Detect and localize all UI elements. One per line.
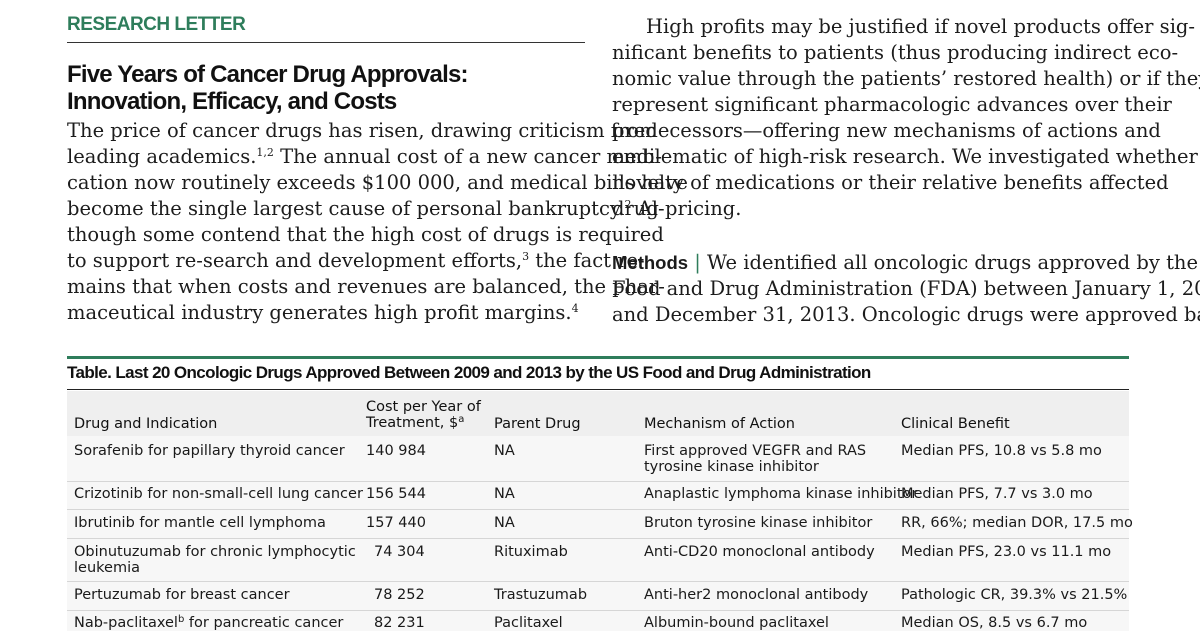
row-divider: [67, 481, 1129, 482]
table-caption-rule: [67, 389, 1129, 390]
text-span: become the single largest cause of perso…: [67, 197, 625, 220]
table-cell-parent: NA: [494, 443, 515, 459]
header-line: Cost per Year of: [366, 399, 481, 415]
article-title: Five Years of Cancer Drug Approvals: Inn…: [67, 61, 587, 115]
table-cell-cost: 157 440: [366, 515, 426, 531]
table-cell-mechanism: First approved VEGFR and RAS tyrosine kin…: [644, 443, 866, 475]
text-line: The price of cancer drugs has risen, dra…: [67, 119, 658, 142]
table-cell-parent: Trastuzumab: [494, 587, 588, 603]
text-line: Food and Drug Administration (FDA) betwe…: [612, 277, 1200, 300]
citation-sup: 2: [624, 198, 632, 211]
text-line: cation now routinely exceeds $100 000, a…: [67, 171, 688, 194]
table-cell-mechanism: Anaplastic lymphoma kinase inhibitor: [644, 486, 918, 502]
methods-heading: Methods: [612, 252, 689, 273]
table-cell-benefit: Median PFS, 10.8 vs 5.8 mo: [901, 443, 1102, 459]
row-divider: [67, 610, 1129, 611]
table-cell-benefit: Pathologic CR, 39.3% vs 21.5%: [901, 587, 1128, 603]
table-cell-drug: Ibrutinib for mantle cell lymphoma: [74, 515, 326, 531]
column-header-parent: Parent Drug: [494, 416, 581, 432]
column-header-drug: Drug and Indication: [74, 416, 218, 432]
right-column-text: High profits may be justified if novel p…: [612, 14, 1200, 328]
text-span: Treatment, $: [366, 415, 459, 431]
left-column-text: The price of cancer drugs has risen, dra…: [67, 118, 688, 326]
table-cell-benefit: RR, 66%; median DOR, 17.5 mo: [901, 515, 1133, 531]
text-line: maceutical industry generates high profi…: [67, 300, 585, 326]
column-header-cost: Cost per Year of Treatment, $a: [366, 399, 481, 431]
table-cell-benefit: Median PFS, 7.7 vs 3.0 mo: [901, 486, 1093, 502]
cell-line: First approved VEGFR and RAS: [644, 443, 867, 459]
section-label: RESEARCH LETTER: [67, 14, 246, 35]
header-rule: [67, 42, 585, 43]
table-cell-cost: 74 304: [374, 544, 425, 560]
text-span: to support re-search and development eff…: [67, 249, 523, 272]
text-span: We identified all oncologic drugs approv…: [700, 251, 1200, 274]
text-line: predecessors—offering new mechanisms of …: [612, 119, 1161, 142]
text-span: Nab-paclitaxel: [74, 615, 178, 631]
footnote-sup: b: [177, 614, 185, 625]
table-cell-parent: NA: [494, 486, 515, 502]
table-header-background: [67, 391, 1129, 436]
table-cell-mechanism: Anti-CD20 monoclonal antibody: [644, 544, 875, 560]
text-line: novelty of medications or their relative…: [612, 171, 1169, 194]
cell-line: leukemia: [74, 560, 140, 576]
table-cell-mechanism: Bruton tyrosine kinase inhibitor: [644, 515, 873, 531]
column-header-mechanism: Mechanism of Action: [644, 416, 795, 432]
methods-separator: |: [694, 251, 701, 274]
table-cell-benefit: Median PFS, 23.0 vs 11.1 mo: [901, 544, 1112, 560]
citation-sup: 1,2: [256, 146, 274, 159]
table-cell-drug: Obinutuzumab for chronic lymphocytic leuk…: [74, 544, 356, 576]
table-cell-mechanism: Albumin-bound paclitaxel: [644, 615, 829, 631]
text-span: Al-: [631, 197, 665, 220]
text-span: the fact re-: [529, 249, 645, 272]
title-line: Innovation, Efficacy, and Costs: [67, 88, 397, 115]
table-cell-cost: 82 231: [374, 615, 425, 631]
text-line: High profits may be justified if novel p…: [646, 15, 1195, 38]
table-cell-drug: Pertuzumab for breast cancer: [74, 587, 290, 603]
text-line: to support re-search and development eff…: [67, 248, 645, 274]
row-divider: [67, 581, 1129, 582]
text-span: maceutical industry generates high profi…: [67, 301, 572, 324]
cell-line: Obinutuzumab for chronic lymphocytic: [74, 544, 356, 560]
table-cell-drug: Crizotinib for non-small-cell lung cance…: [74, 486, 363, 502]
table-cell-cost: 156 544: [366, 486, 426, 502]
text-span: The annual cost of a new cancer medi-: [273, 145, 662, 168]
citation-sup: 4: [571, 302, 579, 315]
table-cell-drug: Sorafenib for papillary thyroid cancer: [74, 443, 345, 459]
citation-sup: 3: [522, 250, 530, 263]
methods-section: Methods | We identified all oncologic dr…: [612, 250, 1200, 328]
text-line: though some contend that the high cost o…: [67, 223, 664, 246]
table-top-rule: [67, 356, 1129, 359]
cell-line: tyrosine kinase inhibitor: [644, 459, 819, 475]
column-header-benefit: Clinical Benefit: [901, 416, 1010, 432]
table-cell-parent: Rituximab: [494, 544, 568, 560]
table-body-background: [67, 436, 1129, 631]
header-line: Treatment, $a: [366, 414, 481, 432]
table-cell-cost: 140 984: [366, 443, 426, 459]
text-line: Methods | We identified all oncologic dr…: [612, 250, 1200, 276]
table-caption: Table. Last 20 Oncologic Drugs Approved …: [67, 363, 871, 382]
text-line: nomic value through the patients’ restor…: [612, 67, 1200, 90]
table-cell-parent: NA: [494, 515, 515, 531]
row-divider: [67, 538, 1129, 539]
text-line: nificant benefits to patients (thus prod…: [612, 41, 1179, 64]
row-divider: [67, 509, 1129, 510]
table-cell-parent: Paclitaxel: [494, 615, 563, 631]
text-line: drug pricing.: [612, 197, 742, 220]
table-cell-drug: Nab-paclitaxelb for pancreatic cancer: [74, 615, 343, 631]
text-span: for pancreatic cancer: [184, 615, 344, 631]
table-cell-cost: 78 252: [374, 587, 425, 603]
text-span: leading academics.: [67, 145, 257, 168]
title-line: Five Years of Cancer Drug Approvals:: [67, 61, 468, 88]
footnote-sup: a: [458, 414, 465, 425]
table-cell-mechanism: Anti-her2 monoclonal antibody: [644, 587, 869, 603]
text-line: emblematic of high-risk research. We inv…: [612, 145, 1198, 168]
text-line: become the single largest cause of perso…: [67, 196, 665, 222]
table-cell-benefit: Median OS, 8.5 vs 6.7 mo: [901, 615, 1088, 631]
text-line: and December 31, 2013. Oncologic drugs w…: [612, 303, 1200, 326]
text-line: represent significant pharmacologic adva…: [612, 93, 1172, 116]
text-line: leading academics.1,2 The annual cost of…: [67, 144, 662, 170]
text-line: mains that when costs and revenues are b…: [67, 275, 665, 298]
